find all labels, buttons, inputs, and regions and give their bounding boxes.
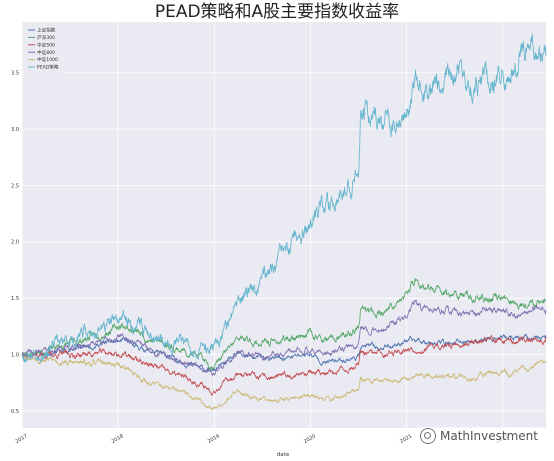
series-line-2	[21, 335, 547, 396]
x-tick-label: 2017	[14, 433, 28, 445]
x-tick-label: 2020	[303, 433, 317, 445]
watermark-text: MathInvestment	[440, 429, 538, 443]
y-tick-label: 2.5	[11, 183, 19, 189]
legend-entry: 中证500	[37, 41, 55, 48]
y-tick-label: 3.0	[11, 127, 19, 133]
y-tick-label: 1.5	[11, 296, 19, 302]
watermark: MathInvestment	[416, 427, 542, 445]
series-line-0	[21, 333, 547, 373]
legend-entry: 上证指数	[37, 27, 56, 34]
legend-entry: 中证800	[37, 49, 55, 56]
wechat-logo-icon	[420, 428, 436, 444]
y-tick-label: 3.5	[11, 71, 19, 77]
y-tick-label: 2.0	[11, 240, 19, 246]
x-tick-label: 2018	[111, 433, 125, 445]
series-line-5	[21, 33, 547, 363]
y-tick-label: 1.0	[11, 352, 19, 358]
series-line-3	[21, 299, 547, 376]
legend-entry: 中证1000	[37, 56, 58, 63]
y-tick-label: 0.5	[11, 409, 19, 415]
chart-title: PEAD策略和A股主要指数收益率	[155, 2, 399, 22]
legend-entry: 沪深300	[37, 34, 55, 41]
series-line-1	[21, 278, 547, 371]
x-tick-label: 2019	[207, 433, 221, 445]
x-axis-label: date	[277, 452, 290, 458]
x-tick-label: 2021	[399, 433, 413, 445]
plot-area: 2017201820192020202120220.51.01.52.02.53…	[11, 22, 547, 445]
legend-entry: PEAD策略	[37, 64, 59, 71]
series-line-4	[21, 355, 547, 411]
